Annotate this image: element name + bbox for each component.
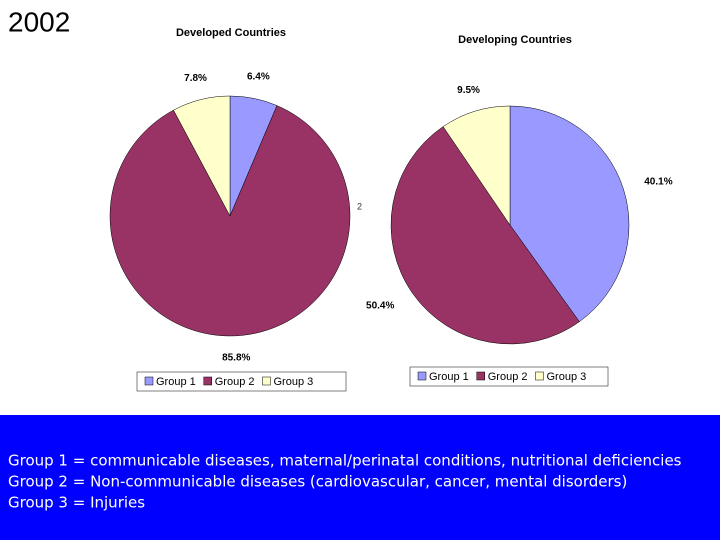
legend-label: Group 3 — [274, 376, 314, 388]
legend-box — [409, 366, 609, 387]
legend-box — [136, 371, 347, 392]
note: Group 1 = communicable diseases, materna… — [8, 452, 682, 470]
note: Group 3 = Injuries — [8, 494, 145, 512]
legend-swatch — [144, 376, 154, 386]
note: Group 2 = Non-communicable diseases (car… — [8, 473, 627, 491]
value-label: 40.1% — [644, 176, 672, 187]
value-label: 7.8% — [184, 73, 207, 84]
chart-title: Developed Countries — [176, 27, 286, 39]
legend-label: Group 3 — [547, 371, 587, 383]
pie-slice — [442, 105, 511, 226]
legend-swatch — [262, 376, 271, 386]
pie-slice — [390, 126, 580, 345]
legend-swatch — [535, 371, 544, 381]
legend-swatch — [203, 376, 212, 386]
pie-slice — [109, 105, 351, 337]
stray-mark: 2 — [357, 201, 362, 211]
value-label: 85.8% — [222, 353, 250, 364]
legend-label: Group 1 — [429, 371, 469, 383]
legend-swatch — [476, 371, 485, 381]
value-label: 6.4% — [247, 72, 270, 83]
legend-swatch — [417, 371, 427, 381]
chart-title: Developing Countries — [458, 34, 572, 46]
legend-label: Group 1 — [156, 376, 196, 388]
pie-slice — [173, 95, 231, 217]
legend-label: Group 2 — [488, 371, 528, 383]
slide-title: 2002 — [8, 6, 70, 37]
notes-band — [0, 415, 720, 540]
value-label: 50.4% — [366, 300, 394, 311]
legend-label: Group 2 — [215, 376, 255, 388]
value-label: 9.5% — [457, 85, 480, 96]
pie-slice — [509, 105, 630, 323]
